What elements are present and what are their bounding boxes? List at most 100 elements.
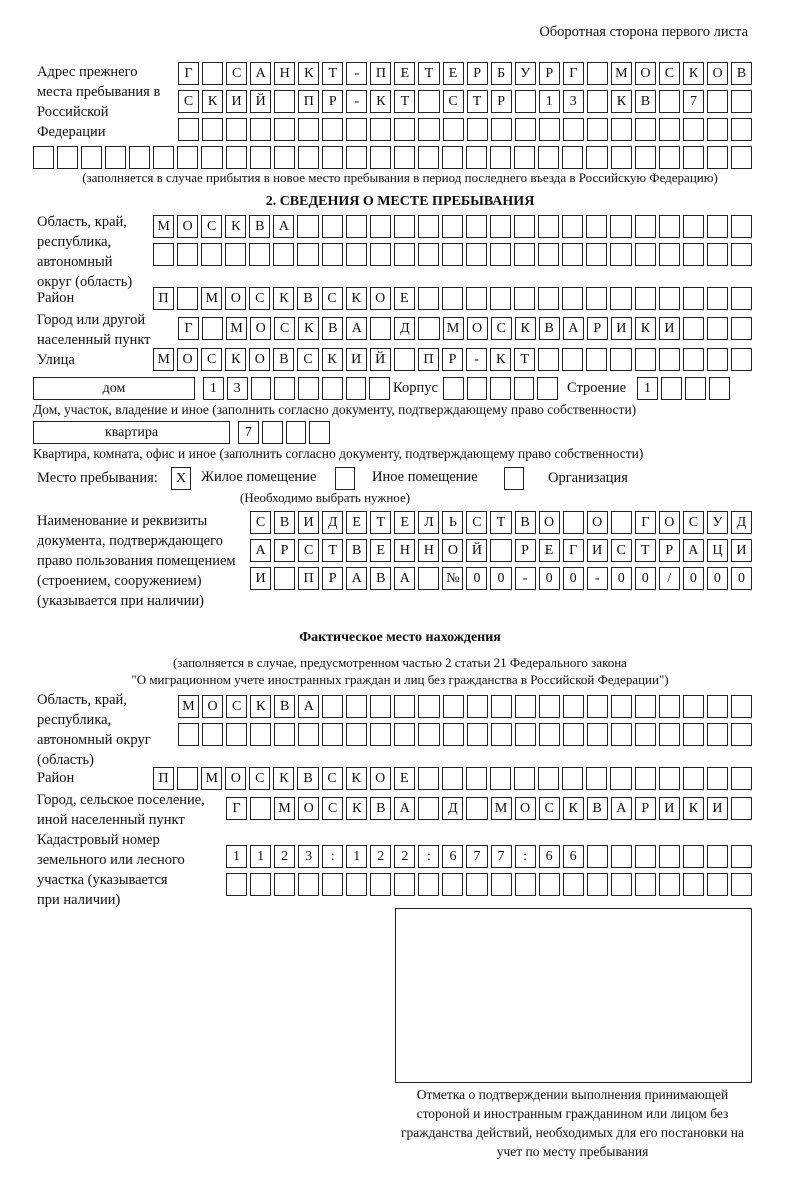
char-cell[interactable]: В [346, 539, 368, 562]
char-cell[interactable] [682, 767, 704, 790]
char-cell[interactable] [562, 243, 584, 266]
char-cell[interactable] [490, 287, 512, 310]
char-cell[interactable] [441, 287, 464, 310]
char-cell[interactable] [250, 873, 272, 896]
stay-option-organization-checkbox[interactable] [504, 467, 524, 490]
char-cell[interactable]: В [514, 511, 536, 534]
char-cell[interactable] [562, 873, 584, 896]
char-cell[interactable] [442, 118, 464, 141]
char-cell[interactable]: А [273, 215, 295, 238]
char-cell[interactable]: О [177, 215, 199, 238]
char-cell[interactable]: В [634, 90, 656, 113]
char-cell[interactable] [514, 146, 536, 169]
char-cell[interactable]: 6 [442, 845, 464, 868]
char-cell[interactable] [201, 146, 223, 169]
char-cell[interactable]: М [490, 797, 512, 820]
char-cell[interactable] [297, 215, 319, 238]
char-cell[interactable] [370, 118, 392, 141]
char-cell[interactable]: М [201, 767, 223, 790]
char-cell[interactable] [634, 146, 656, 169]
char-cell[interactable] [730, 215, 752, 238]
char-cell[interactable] [707, 695, 729, 718]
char-cell[interactable] [105, 146, 127, 169]
char-cell[interactable]: К [514, 317, 536, 340]
char-cell[interactable] [202, 118, 224, 141]
char-cell[interactable] [610, 146, 632, 169]
char-cell[interactable]: 6 [538, 845, 560, 868]
char-cell[interactable]: 1 [203, 377, 224, 400]
char-cell[interactable]: В [370, 797, 392, 820]
char-cell[interactable]: Г [178, 317, 200, 340]
char-cell[interactable]: С [250, 511, 272, 534]
char-cell[interactable]: Т [490, 511, 512, 534]
char-cell[interactable] [682, 723, 705, 746]
char-cell[interactable]: 1 [538, 90, 560, 113]
char-cell[interactable]: Д [730, 511, 752, 534]
char-cell[interactable] [418, 118, 440, 141]
char-cell[interactable]: П [298, 90, 320, 113]
char-cell[interactable] [562, 767, 584, 790]
char-cell[interactable] [682, 287, 704, 310]
char-cell[interactable] [249, 243, 271, 266]
char-cell[interactable]: Р [274, 539, 296, 562]
char-cell[interactable]: С [322, 797, 344, 820]
char-cell[interactable]: 7 [682, 90, 705, 113]
char-cell[interactable]: Р [514, 539, 536, 562]
char-cell[interactable]: М [201, 287, 223, 310]
char-cell[interactable]: С [274, 317, 296, 340]
char-cell[interactable]: М [226, 317, 248, 340]
char-cell[interactable]: С [201, 215, 223, 238]
char-cell[interactable] [634, 348, 656, 371]
char-cell[interactable]: Ц [706, 539, 728, 562]
char-cell[interactable] [394, 723, 416, 746]
char-cell[interactable]: И [610, 317, 632, 340]
char-cell[interactable]: - [586, 567, 608, 590]
char-cell[interactable] [586, 723, 608, 746]
char-cell[interactable] [466, 767, 488, 790]
char-cell[interactable]: В [249, 215, 271, 238]
char-cell[interactable] [418, 873, 440, 896]
char-cell[interactable] [586, 215, 608, 238]
char-cell[interactable] [322, 873, 344, 896]
char-cell[interactable] [81, 146, 103, 169]
char-cell[interactable]: 3 [562, 90, 584, 113]
char-cell[interactable] [442, 723, 464, 746]
char-cell[interactable]: - [346, 62, 368, 85]
char-cell[interactable] [153, 243, 175, 266]
char-cell[interactable]: Т [514, 348, 536, 371]
char-cell[interactable]: Е [442, 62, 464, 85]
char-cell[interactable] [490, 723, 512, 746]
char-cell[interactable]: А [394, 567, 416, 590]
char-cell[interactable]: О [369, 287, 391, 310]
char-cell[interactable]: Г [226, 797, 248, 820]
char-cell[interactable] [178, 118, 200, 141]
char-cell[interactable] [730, 146, 752, 169]
char-cell[interactable] [707, 118, 729, 141]
char-cell[interactable]: 1 [637, 377, 658, 400]
char-cell[interactable]: К [370, 90, 392, 113]
char-cell[interactable]: О [225, 767, 247, 790]
char-cell[interactable]: - [466, 348, 488, 371]
char-cell[interactable] [250, 723, 272, 746]
char-cell[interactable] [682, 215, 704, 238]
char-cell[interactable] [309, 421, 330, 444]
char-cell[interactable] [297, 146, 319, 169]
char-cell[interactable] [466, 873, 488, 896]
char-cell[interactable]: Й [250, 90, 272, 113]
char-cell[interactable]: А [250, 539, 272, 562]
char-cell[interactable]: Р [322, 567, 344, 590]
char-cell[interactable] [346, 723, 368, 746]
char-cell[interactable] [538, 243, 560, 266]
char-cell[interactable] [730, 243, 752, 266]
char-cell[interactable] [322, 723, 344, 746]
char-cell[interactable] [417, 243, 439, 266]
char-cell[interactable]: С [490, 317, 512, 340]
char-cell[interactable] [490, 767, 512, 790]
char-cell[interactable] [634, 767, 656, 790]
house-type-field[interactable]: дом [33, 377, 195, 400]
